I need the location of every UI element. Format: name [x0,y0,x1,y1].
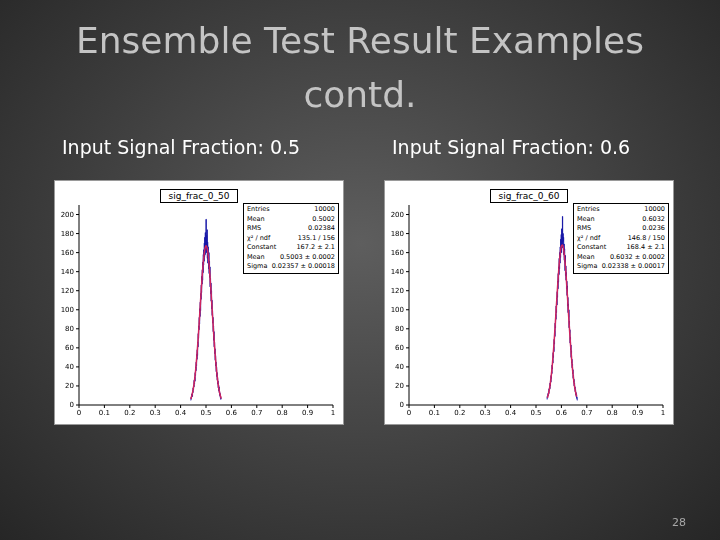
svg-text:160: 160 [61,249,74,257]
svg-text:0: 0 [407,409,411,417]
svg-text:0.9: 0.9 [302,409,313,417]
html-text:0.02357 ± 0.00018: 0.02357 ± 0.00018 [271,262,335,270]
svg-text:0.1: 0.1 [99,409,110,417]
html-text:contd.: contd. [303,74,417,115]
svg-text:80: 80 [395,325,404,333]
svg-text:100: 100 [391,306,404,314]
svg-text:0.5: 0.5 [200,409,211,417]
html-text:sig_frac_0_50: sig_frac_0_50 [168,191,230,201]
svg-text:0.4: 0.4 [175,409,187,417]
html-text:χ² / ndf: χ² / ndf [247,233,271,242]
html-text:10000: 10000 [644,205,665,213]
svg-text:140: 140 [391,268,404,276]
svg-text:40: 40 [395,363,404,371]
html-text:0.6032: 0.6032 [642,214,665,223]
html-text:146.8 / 150: 146.8 / 150 [627,233,665,242]
svg-text:120: 120 [61,287,74,295]
svg-text:0.6: 0.6 [226,409,238,417]
svg-text:0.8: 0.8 [607,409,618,417]
html-text:RMS: RMS [577,224,592,232]
svg-text:160: 160 [391,249,404,257]
svg-text:60: 60 [65,344,74,352]
html-text:10000: 10000 [314,205,335,213]
html-text:Entries: Entries [577,205,600,213]
html-text:0.02384: 0.02384 [308,224,335,232]
html-text:RMS: RMS [247,224,262,232]
svg-text:0.3: 0.3 [480,409,491,417]
svg-text:80: 80 [65,325,74,333]
svg-text:200: 200 [391,211,404,219]
html-text:Ensemble Test Result Examples: Ensemble Test Result Examples [76,20,644,61]
svg-text:0.1: 0.1 [429,409,440,417]
html-text:135.1 / 156: 135.1 / 156 [297,233,335,242]
html-text:0.5003 ± 0.0002: 0.5003 ± 0.0002 [279,252,335,261]
svg-text:1: 1 [331,409,335,417]
svg-text:0.2: 0.2 [454,409,465,417]
svg-text:20: 20 [65,382,74,390]
html-text:Mean: Mean [577,252,595,261]
html-text:Input Signal Fraction: 0.6: Input Signal Fraction: 0.6 [392,136,631,158]
svg-text:120: 120 [391,287,404,295]
html-text:sig_frac_0_60: sig_frac_0_60 [498,191,560,201]
svg-text:0.7: 0.7 [581,409,592,417]
html-text:Constant: Constant [577,243,607,251]
svg-text:0.7: 0.7 [251,409,262,417]
html-text:Sigma: Sigma [577,262,598,270]
svg-text:60: 60 [395,344,404,352]
html-text:Input Signal Fraction: 0.5: Input Signal Fraction: 0.5 [62,136,301,158]
html-text:Entries: Entries [247,205,270,213]
svg-text:0.2: 0.2 [124,409,135,417]
svg-text:180: 180 [391,230,404,238]
svg-text:0: 0 [70,401,74,409]
html-text:Mean: Mean [247,214,265,223]
svg-text:180: 180 [61,230,74,238]
svg-text:140: 140 [61,268,74,276]
html-text:28: 28 [672,516,686,529]
html-text:167.2 ± 2.1: 167.2 ± 2.1 [296,243,335,251]
svg-text:0.8: 0.8 [277,409,288,417]
svg-text:0.4: 0.4 [505,409,517,417]
svg-text:0: 0 [400,401,404,409]
html-text:0.6032 ± 0.0002: 0.6032 ± 0.0002 [609,252,665,261]
svg-text:0: 0 [77,409,81,417]
html-text:Mean: Mean [577,214,595,223]
svg-text:20: 20 [395,382,404,390]
svg-text:0.6: 0.6 [556,409,568,417]
svg-text:0.9: 0.9 [632,409,643,417]
html-text:Mean: Mean [247,252,265,261]
html-text:0.5002: 0.5002 [312,214,335,223]
html-text:χ² / ndf: χ² / ndf [577,233,601,242]
svg-text:0.5: 0.5 [530,409,541,417]
html-text:Constant: Constant [247,243,277,251]
html-text:168.4 ± 2.1: 168.4 ± 2.1 [626,243,665,251]
svg-text:40: 40 [65,363,74,371]
html-text:0.0236: 0.0236 [642,224,665,232]
html-text:0.02338 ± 0.00017: 0.02338 ± 0.00017 [601,262,665,270]
svg-text:1: 1 [661,409,665,417]
svg-text:0.3: 0.3 [150,409,161,417]
svg-text:100: 100 [61,306,74,314]
svg-text:200: 200 [61,211,74,219]
html-text:Sigma: Sigma [247,262,268,270]
